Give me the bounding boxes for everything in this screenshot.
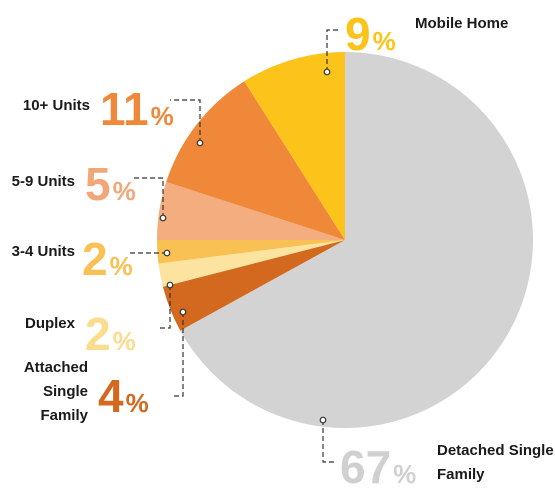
value-number: 4 xyxy=(98,370,124,422)
value-number: 11 xyxy=(100,83,149,135)
category-label: Mobile Home xyxy=(415,15,508,32)
pie-slice xyxy=(166,81,345,240)
pie-slice xyxy=(158,240,345,287)
value-unit: % xyxy=(113,326,136,356)
value-unit: % xyxy=(373,26,396,56)
value-unit: % xyxy=(110,251,133,281)
category-label: 10+ Units xyxy=(23,97,90,114)
leader-line xyxy=(170,99,201,143)
category-label: 5-9 Units xyxy=(12,173,75,190)
pie-slice xyxy=(157,181,345,240)
value-label: 4% xyxy=(98,370,149,422)
leader-dot xyxy=(179,308,187,316)
value-label: 5% xyxy=(85,158,136,210)
leader-dot xyxy=(166,281,174,289)
value-unit: % xyxy=(151,101,174,131)
leader-line xyxy=(322,420,335,463)
value-label: 2% xyxy=(82,233,133,285)
value-label: 11% xyxy=(100,83,174,135)
leader-dot xyxy=(159,214,167,222)
value-unit: % xyxy=(113,176,136,206)
pie xyxy=(157,52,534,429)
pie-slice xyxy=(180,52,534,429)
value-number: 2 xyxy=(82,233,108,285)
leader-dot xyxy=(323,68,331,76)
leader-line xyxy=(172,312,184,397)
leader-line xyxy=(133,177,164,218)
value-label: 67% xyxy=(340,441,416,489)
category-label: Duplex xyxy=(25,315,76,332)
value-number: 2 xyxy=(85,308,111,360)
value-number: 9 xyxy=(345,8,371,60)
value-unit: % xyxy=(126,388,149,418)
pie-slice xyxy=(157,240,345,264)
leader-line xyxy=(326,29,339,72)
value-number: 5 xyxy=(85,158,111,210)
value-label: 9% xyxy=(345,8,396,60)
value-number: 67 xyxy=(340,441,391,489)
leader-dot xyxy=(163,249,171,257)
labels: Detached Single Family 67% Attached Single Fa… xyxy=(12,8,554,489)
leader-line xyxy=(158,285,171,329)
pie-slice xyxy=(162,240,345,331)
leader-dot xyxy=(196,139,204,147)
pie-slice xyxy=(244,52,345,240)
category-label: Detached Single Family xyxy=(437,442,554,483)
value-unit: % xyxy=(393,459,416,489)
category-label: Attached Single Family xyxy=(24,359,89,424)
category-label: 3-4 Units xyxy=(12,243,75,260)
value-label: 2% xyxy=(85,308,136,360)
leader-dot xyxy=(319,416,327,424)
